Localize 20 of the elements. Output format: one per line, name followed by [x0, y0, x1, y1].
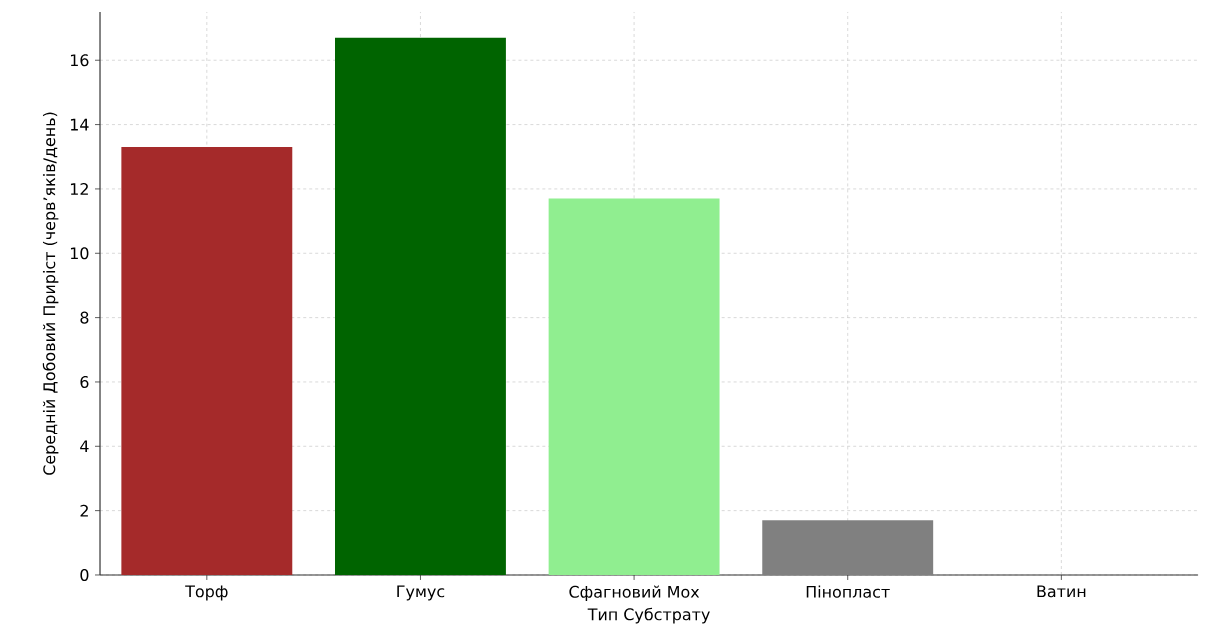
x-tick-label: Гумус	[397, 585, 445, 601]
x-tick-label: Пінопласт	[806, 585, 890, 598]
bar	[335, 37, 506, 575]
y-tick-label: 10	[70, 247, 89, 260]
bar	[121, 147, 293, 575]
x-tick-label: Ватин	[1037, 585, 1086, 598]
bar	[548, 198, 720, 575]
y-axis-title: Середній Добовий Приріст (черв’яків/день)	[42, 112, 59, 475]
y-tick-label: 12	[70, 183, 88, 195]
y-tick-label: 6	[80, 375, 89, 388]
y-tick-label: 8	[80, 311, 89, 324]
x-tick-label: Торф	[185, 585, 228, 601]
y-tick-label: 14	[70, 118, 89, 131]
bar	[762, 520, 934, 575]
x-tick-label: Сфагновий Мох	[569, 585, 700, 601]
y-tick-label: 4	[80, 440, 89, 453]
y-tick-label: 2	[80, 504, 88, 517]
x-axis-title: Тип Субстрату	[587, 607, 710, 624]
y-tick-label: 0	[80, 568, 89, 582]
y-tick-label: 16	[70, 54, 89, 67]
